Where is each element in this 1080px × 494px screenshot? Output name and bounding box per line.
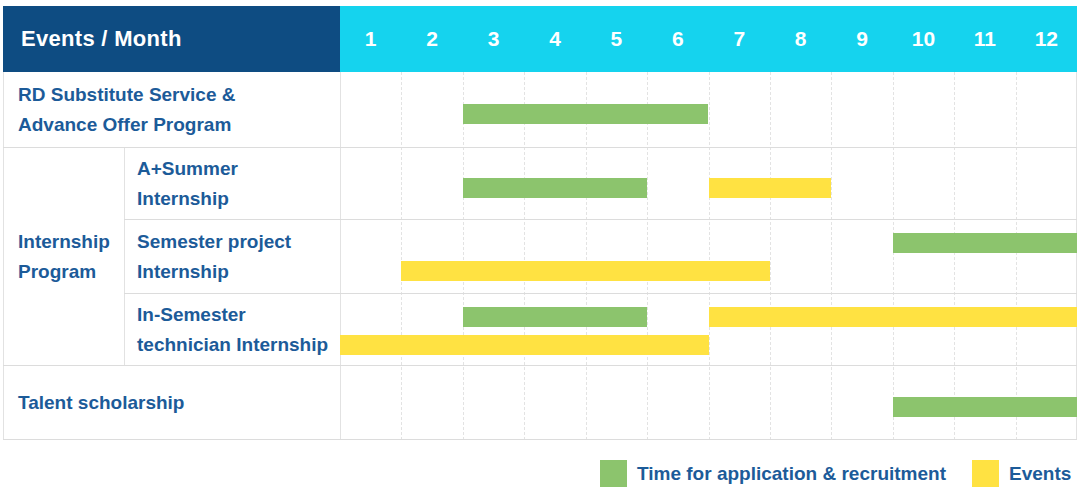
row-label-line: Internship xyxy=(137,184,340,214)
month-label: 8 xyxy=(770,6,831,72)
row-label-talent-scholarship: Talent scholarship xyxy=(3,366,340,440)
group-label-internship-program: Internship Program xyxy=(3,148,124,366)
month-label: 12 xyxy=(1016,6,1077,72)
row-label-semester-project-internship: Semester project Internship xyxy=(124,220,340,294)
row-label-line: A+Summer xyxy=(137,154,340,184)
header-events-month-cell: Events / Month xyxy=(3,6,340,72)
row-label-line: In-Semester xyxy=(137,300,340,330)
row-label-a-plus-summer-internship: A+Summer Internship xyxy=(124,148,340,220)
row-label-line: Talent scholarship xyxy=(18,388,340,418)
month-label: 5 xyxy=(586,6,647,72)
month-label: 2 xyxy=(401,6,462,72)
group-label-line: Internship xyxy=(18,227,124,257)
legend-events-label: Events xyxy=(1009,459,1071,488)
row-label-rd-substitute-service: RD Substitute Service & Advance Offer Pr… xyxy=(3,72,340,148)
row-label-line: technician Internship xyxy=(137,330,340,360)
row-label-line: Internship xyxy=(137,257,340,287)
events-month-label: Events / Month xyxy=(21,26,182,52)
month-label: 6 xyxy=(647,6,708,72)
gantt-chart: Events / Month 123456789101112 RD Substi… xyxy=(0,0,1080,494)
row-label-line: RD Substitute Service & xyxy=(18,80,340,110)
month-label: 11 xyxy=(954,6,1015,72)
legend-recruitment-swatch xyxy=(600,460,627,487)
row-label-line: Semester project xyxy=(137,227,340,257)
group-label-line: Program xyxy=(18,257,124,287)
month-label: 4 xyxy=(524,6,585,72)
legend: Time for application & recruitment Event… xyxy=(0,459,1080,489)
month-label: 3 xyxy=(463,6,524,72)
month-label: 9 xyxy=(831,6,892,72)
month-label: 1 xyxy=(340,6,401,72)
row-label-in-semester-technician-internship: In-Semester technician Internship xyxy=(124,294,340,366)
header-months-row: 123456789101112 xyxy=(340,6,1077,72)
legend-events-swatch xyxy=(972,460,999,487)
month-label: 10 xyxy=(893,6,954,72)
legend-recruitment-label: Time for application & recruitment xyxy=(637,459,946,488)
month-label: 7 xyxy=(709,6,770,72)
row-label-line: Advance Offer Program xyxy=(18,110,340,140)
